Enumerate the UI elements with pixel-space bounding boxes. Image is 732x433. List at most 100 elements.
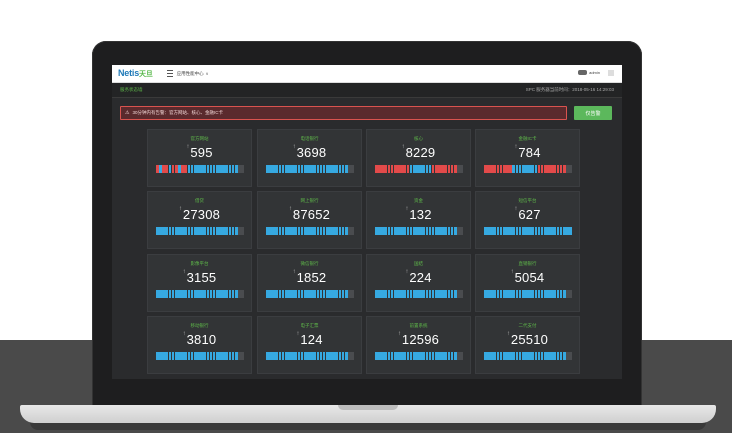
ok-bar bbox=[393, 227, 397, 235]
ok-bar bbox=[291, 290, 294, 298]
ok-bar bbox=[550, 290, 553, 298]
ok-bar bbox=[515, 227, 519, 235]
ok-bar bbox=[512, 165, 516, 173]
alarm-bar bbox=[559, 165, 563, 173]
service-name: 短信平台 bbox=[518, 198, 537, 203]
ok-bar bbox=[493, 290, 497, 298]
service-card[interactable]: 直销银行 ↑5054 bbox=[475, 254, 580, 312]
alarm-bar bbox=[540, 165, 544, 173]
ok-bar bbox=[344, 352, 348, 360]
ok-bar bbox=[556, 352, 560, 360]
ok-bar bbox=[518, 352, 522, 360]
ok-bar bbox=[506, 290, 509, 298]
ok-bar bbox=[168, 290, 172, 298]
service-card[interactable]: 前置系统 ↑12596 bbox=[366, 316, 471, 374]
ok-bar bbox=[307, 165, 310, 173]
user-name: admin bbox=[589, 70, 600, 75]
service-name: 资金 bbox=[414, 198, 423, 203]
ok-bar bbox=[487, 227, 490, 235]
ok-bar bbox=[484, 290, 487, 298]
ok-bar bbox=[550, 227, 553, 235]
ok-bar bbox=[278, 227, 282, 235]
alarm-bar bbox=[450, 165, 454, 173]
ok-bar bbox=[506, 227, 509, 235]
alarm-bar bbox=[453, 165, 457, 173]
ok-bar bbox=[222, 227, 225, 235]
ok-bar bbox=[231, 352, 235, 360]
apps-grid-icon[interactable] bbox=[608, 70, 614, 76]
service-card[interactable]: 短信平台 ↑627 bbox=[475, 191, 580, 249]
ok-bar bbox=[438, 227, 441, 235]
service-card[interactable]: 核心 ↑8229 bbox=[366, 129, 471, 187]
service-name: 核心 bbox=[414, 136, 423, 141]
ok-bar bbox=[209, 165, 213, 173]
service-card[interactable]: 网上银行 ↑87652 bbox=[257, 191, 362, 249]
service-card[interactable]: 国结 ↑224 bbox=[366, 254, 471, 312]
service-value-row: ↑12596 bbox=[367, 331, 470, 349]
ok-bar bbox=[222, 165, 225, 173]
service-card[interactable]: 借贷 ↑27308 bbox=[147, 191, 252, 249]
ok-bar bbox=[384, 227, 388, 235]
ok-bar bbox=[559, 352, 563, 360]
ok-bar bbox=[534, 227, 538, 235]
service-card[interactable]: 资金 ↑132 bbox=[366, 191, 471, 249]
alarm-bar bbox=[378, 165, 381, 173]
chevron-down-icon[interactable]: ∨ bbox=[205, 71, 209, 76]
ok-bar bbox=[378, 290, 381, 298]
ok-bar bbox=[284, 352, 288, 360]
arrow-up-icon: ↑ bbox=[292, 269, 296, 275]
arrow-up-icon: ↑ bbox=[510, 269, 514, 275]
service-card[interactable]: 电话银行 ↑3698 bbox=[257, 129, 362, 187]
brand-logo[interactable]: Netis天旦 bbox=[118, 68, 153, 78]
ok-bar bbox=[325, 352, 329, 360]
ok-bar bbox=[422, 352, 425, 360]
service-card[interactable]: 影像平台 ↑3155 bbox=[147, 254, 252, 312]
service-card[interactable]: 微信银行 ↑1852 bbox=[257, 254, 362, 312]
ok-bar bbox=[197, 227, 200, 235]
warning-icon: ⚠ bbox=[125, 110, 130, 116]
status-bars bbox=[484, 227, 572, 235]
alarm-bar bbox=[487, 165, 490, 173]
ok-bar bbox=[162, 227, 165, 235]
ok-bar bbox=[162, 352, 165, 360]
arrow-up-icon: ↑ bbox=[186, 144, 190, 150]
avatar bbox=[578, 70, 588, 75]
arrow-up-icon: ↑ bbox=[514, 206, 518, 212]
arrow-up-icon: ↑ bbox=[182, 269, 186, 275]
service-card[interactable]: 官方网站 ↑595 bbox=[147, 129, 252, 187]
sub-header: 服务状态墙 SPC 服务器当前时间：2018-05-16 14:29:03 bbox=[112, 83, 622, 98]
ok-bar bbox=[212, 352, 216, 360]
service-card[interactable]: 电子汇票 ↑124 bbox=[257, 316, 362, 374]
ok-bar bbox=[400, 290, 403, 298]
ok-bar bbox=[534, 352, 538, 360]
alarm-bar bbox=[499, 165, 503, 173]
service-value: 132 bbox=[409, 207, 432, 222]
ok-bar bbox=[231, 290, 235, 298]
ok-bar bbox=[562, 290, 566, 298]
empty-bar bbox=[348, 165, 351, 173]
status-bars bbox=[375, 227, 463, 235]
ok-bar bbox=[387, 290, 391, 298]
hamburger-icon[interactable] bbox=[166, 70, 173, 77]
empty-bar bbox=[460, 165, 463, 173]
ok-bar bbox=[225, 227, 229, 235]
ok-bar bbox=[303, 352, 307, 360]
alarm-bar bbox=[181, 165, 184, 173]
ok-bar bbox=[300, 165, 304, 173]
alarm-only-button[interactable]: 仅告警 bbox=[574, 106, 612, 120]
app-menu-label[interactable]: 应用性能中心 bbox=[176, 70, 204, 76]
ok-bar bbox=[559, 290, 563, 298]
ok-bar bbox=[219, 290, 222, 298]
ok-bar bbox=[310, 165, 313, 173]
ok-bar bbox=[566, 227, 569, 235]
service-name: 电话银行 bbox=[300, 136, 319, 141]
user-menu[interactable]: admin bbox=[578, 70, 600, 75]
ok-bar bbox=[447, 290, 451, 298]
service-card[interactable]: 移动银行 ↑3810 bbox=[147, 316, 252, 374]
ok-bar bbox=[556, 227, 560, 235]
empty-bar bbox=[569, 290, 572, 298]
ok-bar bbox=[515, 352, 519, 360]
ok-bar bbox=[288, 352, 291, 360]
service-card[interactable]: 二代支付 ↑25510 bbox=[475, 316, 580, 374]
service-card[interactable]: 金融IC卡 ↑784 bbox=[475, 129, 580, 187]
